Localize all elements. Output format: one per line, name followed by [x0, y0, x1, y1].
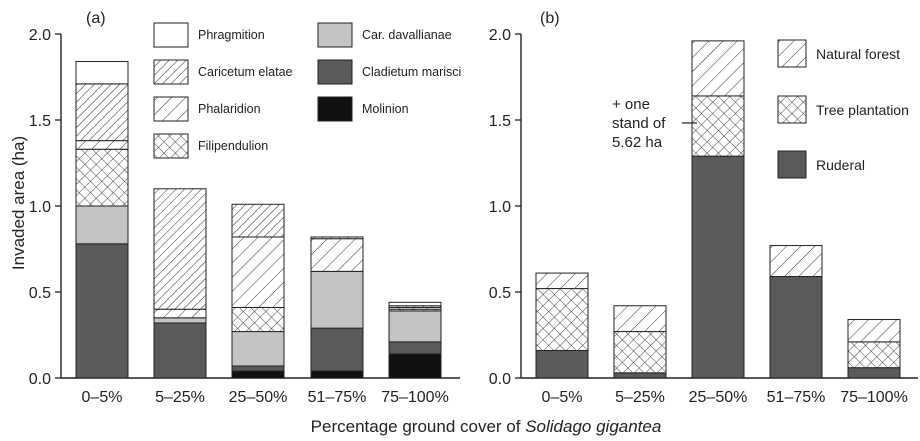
panel-b-x-tick-label: 25–50% — [689, 389, 748, 406]
panel-b-bars — [535, 40, 901, 379]
legend-swatch-car-davallianae — [317, 22, 353, 48]
panel-a-x-tick-label: 75–100% — [381, 389, 449, 406]
panel-a-bar-segment-car-davallianae — [310, 270, 364, 329]
panel-a-x-tick-label: 5–25% — [155, 389, 205, 406]
panel-a-bars — [75, 61, 442, 379]
panel-a-x-ticks: 0–5% 5–25% 25–50% 51–75% 75–100% — [82, 389, 449, 406]
panel-a-y-tick-label: 2.0 — [29, 27, 51, 44]
legend-swatch-filipendulion — [153, 133, 189, 159]
panel-a-bar-segment-caricetum-elatae — [153, 188, 207, 310]
panel-a-bar-segment-cladietum-marisci — [388, 341, 442, 355]
panel-a-bar-segment-phalaridion — [153, 308, 207, 319]
panel-a-bar-segment-caricetum-elatae — [231, 203, 285, 238]
panel-b-bar-segment-natural-forest — [769, 245, 823, 278]
legend-label-cladietum-marisci: Cladietum marisci — [362, 65, 461, 79]
panel-a-y-tick-label: 0.0 — [29, 371, 51, 388]
panel-a-x-tick-label: 51–75% — [308, 389, 367, 406]
panel-a-y-tick-label: 0.5 — [29, 285, 51, 302]
x-axis-title-species: Solidago gigantea — [525, 417, 661, 436]
panel-b-y-tick-label: 2.0 — [489, 27, 511, 44]
annotation-line-3: 5.62 ha — [612, 134, 663, 151]
panel-a-bar-segment-phragmition — [75, 61, 129, 85]
panel-b-x-tick-label: 75–100% — [840, 389, 908, 406]
panel-a-bar-segment-caricetum-elatae — [310, 236, 364, 240]
panel-b-y-tick-label: 0.0 — [489, 371, 511, 388]
panel-a-bar-segment-cladietum-marisci — [310, 327, 364, 372]
panel-b-y-tick-label: 1.5 — [489, 113, 511, 130]
panel-a-bar-segment-phragmition — [388, 301, 442, 307]
panel-a-bar-segment-car-davallianae — [231, 331, 285, 367]
panel-a-bar-segment-cladietum-marisci — [231, 365, 285, 372]
panel-a-bar-segment-molinion — [231, 370, 285, 379]
panel-b-bar-segment-ruderal — [613, 372, 667, 379]
panel-a-x-tick-label: 25–50% — [229, 389, 288, 406]
panel-b-bar-segment-natural-forest — [847, 319, 901, 343]
annotation-line-2: stand of — [612, 115, 666, 132]
panel-a-bar-segment-molinion — [310, 370, 364, 379]
panel-a-bar-segment-cladietum-marisci — [153, 322, 207, 379]
x-axis-title-prefix: Percentage ground cover of — [311, 417, 526, 436]
panel-a-legend: Phragmition Caricetum elatae Phalaridion Fi… — [153, 22, 461, 159]
y-axis-title: Invaded area (ha) — [9, 136, 28, 270]
panel-b-bar-segment-ruderal — [847, 367, 901, 379]
panel-b-bar-segment-ruderal — [535, 349, 589, 379]
panel-b-x-tick-label: 51–75% — [767, 389, 826, 406]
panel-a-bar-segment-car-davallianae — [388, 310, 442, 343]
legend-swatch-tree-plantation — [777, 95, 807, 124]
legend-label-ruderal: Ruderal — [816, 157, 865, 173]
panel-a-x-tick-label: 0–5% — [82, 389, 123, 406]
panel-b-bar-segment-tree-plantation — [613, 331, 667, 374]
panel-a-bar-segment-caricetum-elatae — [75, 83, 129, 142]
x-axis-title: Percentage ground cover of Solidago giga… — [311, 417, 662, 436]
panel-b-bar-segment-tree-plantation — [691, 95, 745, 157]
panel-b-x-ticks: 0–5% 5–25% 25–50% 51–75% 75–100% — [542, 389, 908, 406]
panel-b-bar-segment-natural-forest — [613, 305, 667, 333]
panel-b-y-ticks: 0.0 0.5 1.0 1.5 2.0 — [489, 27, 521, 388]
panel-b-label: (b) — [540, 10, 560, 27]
panel-b-x-tick-label: 5–25% — [615, 389, 665, 406]
panel-a-bar-segment-cladietum-marisci — [75, 243, 129, 379]
panel-a-bar-segment-car-davallianae — [75, 205, 129, 245]
panel-a-y-ticks: 0.0 0.5 1.0 1.5 2.0 — [29, 27, 61, 388]
legend-label-car-davallianae: Car. davallianae — [362, 28, 452, 42]
panel-b-bar-segment-ruderal — [769, 276, 823, 379]
panel-b-bar-segment-ruderal — [691, 155, 745, 379]
legend-swatch-natural-forest — [777, 39, 807, 68]
legend-label-phalaridion: Phalaridion — [198, 102, 261, 116]
panel-b-legend: Natural forest Tree plantation Ruderal — [777, 39, 909, 179]
panel-b-bar-segment-tree-plantation — [535, 288, 589, 351]
legend-swatch-phragmition — [153, 22, 189, 48]
panel-a-label: (a) — [86, 10, 106, 27]
panel-b-annotation: + one stand of 5.62 ha — [612, 96, 697, 151]
panel-a-bar-segment-phalaridion — [231, 236, 285, 308]
panel-b-y-tick-label: 0.5 — [489, 285, 511, 302]
panel-a-bar-segment-phalaridion — [75, 140, 129, 150]
legend-swatch-phalaridion — [153, 96, 189, 122]
annotation-line-1: + one — [612, 96, 650, 113]
panel-a-bar-segment-phalaridion — [310, 238, 364, 272]
legend-label-molinion: Molinion — [362, 102, 409, 116]
panel-a-bar-segment-filipendulion — [75, 148, 129, 207]
legend-swatch-ruderal — [777, 150, 807, 179]
panel-a-bar-segment-molinion — [388, 353, 442, 379]
legend-label-natural-forest: Natural forest — [816, 46, 900, 62]
panel-b-bar-segment-natural-forest — [691, 40, 745, 97]
panel-b-y-tick-label: 1.0 — [489, 199, 511, 216]
legend-swatch-caricetum-elatae — [153, 59, 189, 85]
legend-swatch-cladietum-marisci — [317, 59, 353, 85]
legend-label-tree-plantation: Tree plantation — [816, 102, 909, 118]
panel-a-bar-segment-car-davallianae — [153, 317, 207, 324]
panel-a-bar-segment-filipendulion — [231, 306, 285, 333]
legend-label-filipendulion: Filipendulion — [198, 139, 268, 153]
panel-b-bar-segment-natural-forest — [535, 272, 589, 290]
panel-b-bar-segment-tree-plantation — [847, 341, 901, 369]
legend-label-phragmition: Phragmition — [198, 28, 265, 42]
panel-a-y-tick-label: 1.5 — [29, 113, 51, 130]
panel-a-y-tick-label: 1.0 — [29, 199, 51, 216]
legend-label-caricetum-elatae: Caricetum elatae — [198, 65, 293, 79]
legend-swatch-molinion — [317, 96, 353, 122]
panel-b-x-tick-label: 0–5% — [542, 389, 583, 406]
